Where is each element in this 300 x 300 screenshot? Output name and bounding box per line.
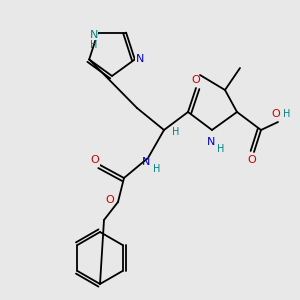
Bar xyxy=(106,194,115,206)
Text: O: O xyxy=(91,155,99,165)
Text: O: O xyxy=(272,109,280,119)
Text: O: O xyxy=(106,195,114,205)
Text: H: H xyxy=(283,109,291,119)
Text: N: N xyxy=(136,54,144,64)
Text: O: O xyxy=(248,155,256,165)
Bar xyxy=(248,154,256,166)
Bar xyxy=(135,54,144,65)
Text: H: H xyxy=(217,144,225,154)
Bar xyxy=(91,154,100,166)
Bar xyxy=(191,74,200,86)
Bar xyxy=(89,29,98,40)
Text: H: H xyxy=(172,127,180,137)
Bar xyxy=(206,136,215,148)
Bar xyxy=(142,157,151,167)
Text: N: N xyxy=(142,157,150,167)
Text: N: N xyxy=(90,30,98,40)
Text: H: H xyxy=(153,164,161,174)
Text: H: H xyxy=(90,40,98,50)
Bar xyxy=(272,109,280,119)
Text: O: O xyxy=(192,75,200,85)
Bar xyxy=(172,127,181,137)
Text: N: N xyxy=(207,137,215,147)
